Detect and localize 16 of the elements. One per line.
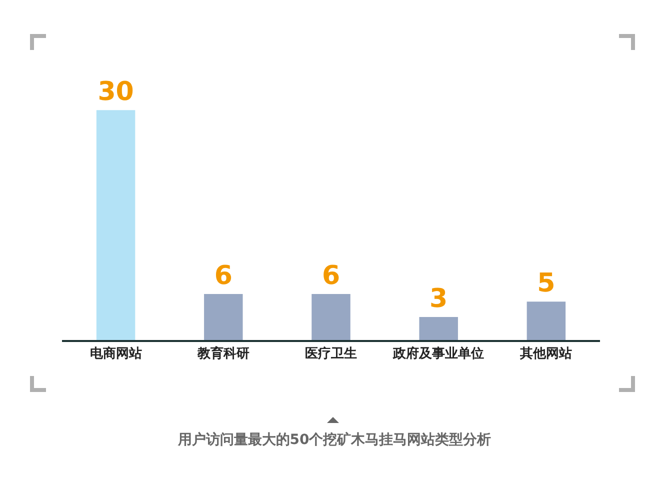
- bar: [204, 294, 243, 340]
- x-tick-label: 政府及事业单位: [392, 346, 484, 362]
- bar: [526, 302, 566, 340]
- data-label: 30: [98, 77, 134, 108]
- data-label: 6: [214, 261, 232, 292]
- data-label: 3: [430, 284, 448, 314]
- bar: [312, 294, 350, 340]
- data-label: 6: [322, 261, 340, 292]
- data-label: 5: [537, 268, 556, 299]
- x-tick-label: 电商网站: [90, 346, 142, 362]
- x-tick-label: 医疗卫生: [305, 346, 357, 362]
- x-tick-label: 其他网站: [519, 346, 572, 362]
- bar: [419, 317, 458, 340]
- x-tick-label: 教育科研: [196, 346, 250, 362]
- text: 用户访问量最大的50个挖矿木马挂马网站类型分析: [176, 431, 492, 448]
- bar: [96, 110, 136, 340]
